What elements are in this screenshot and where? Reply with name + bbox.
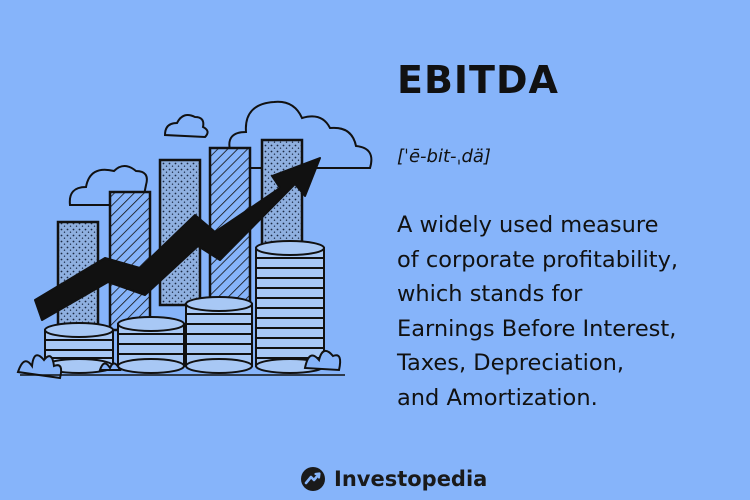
plant-icon (16, 349, 342, 380)
coin-stack-1 (44, 322, 114, 374)
brand-logo: Investopedia (300, 462, 487, 496)
coin-stacks (44, 240, 325, 374)
coin-stack-4 (255, 240, 325, 374)
coin-stack-3 (185, 296, 253, 374)
coin-stack-2 (117, 316, 185, 374)
definition-line: of corporate profitability, (397, 246, 679, 273)
definition-line: Earnings Before Interest, (397, 315, 677, 342)
definition-line: Taxes, Depreciation, (397, 350, 625, 376)
definition-line: A widely used measure (397, 212, 659, 238)
investopedia-logo-icon (301, 467, 325, 491)
trend-arrow-icon (34, 157, 321, 321)
page-title: EBITDA (397, 58, 559, 102)
brand-name: Investopedia (334, 467, 488, 491)
growth-chart-illustration (16, 100, 373, 380)
definition-text: A widely used measure of corporate profi… (397, 208, 742, 415)
definition-line: and Amortization. (397, 384, 598, 411)
definition-line: which stands for (397, 281, 583, 307)
pronunciation: [ˈē-bit-ˌdä] (397, 146, 491, 167)
